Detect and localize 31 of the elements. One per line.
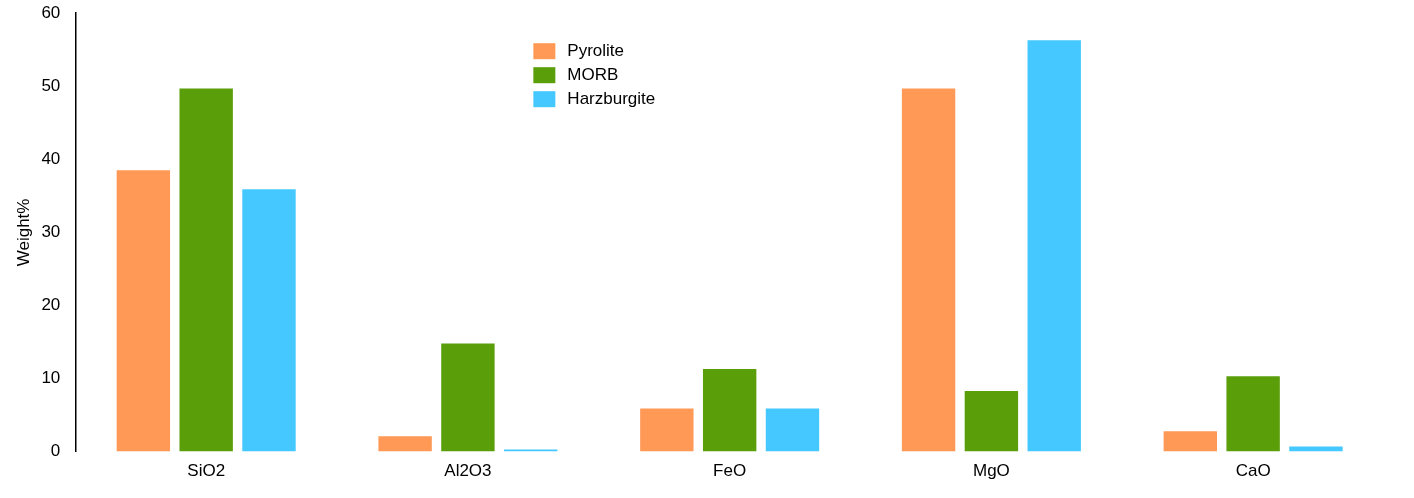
bar	[1289, 446, 1343, 452]
legend-label: Pyrolite	[567, 40, 625, 60]
x-tick-label: FeO	[713, 461, 747, 481]
y-tick-label: 40	[41, 149, 61, 169]
bar	[378, 436, 432, 452]
x-tick-label: SiO2	[187, 461, 226, 481]
bar	[179, 88, 233, 452]
bar	[640, 408, 694, 452]
x-tick-label: Al2O3	[444, 461, 492, 481]
legend-label: MORB	[567, 64, 619, 84]
y-tick-label: 0	[50, 441, 61, 461]
bar	[504, 449, 558, 452]
bar	[1027, 40, 1081, 452]
bar	[901, 88, 956, 452]
bar	[1226, 376, 1280, 452]
bar	[116, 170, 171, 452]
y-tick-label: 50	[41, 75, 61, 95]
bar	[242, 189, 296, 452]
bar	[441, 343, 495, 452]
bar	[765, 408, 820, 452]
y-tick-label: 20	[41, 295, 61, 315]
legend-label: Harzburgite	[567, 88, 656, 108]
y-tick-label: 30	[41, 222, 61, 242]
y-tick-label: 60	[41, 2, 61, 22]
y-tick-label: 10	[41, 368, 61, 388]
x-tick-label: MgO	[972, 461, 1010, 481]
bar	[964, 390, 1019, 452]
x-tick-label: CaO	[1235, 461, 1271, 481]
bar	[702, 369, 757, 452]
y-axis-title: Weight%	[13, 198, 33, 267]
bar	[1163, 431, 1218, 452]
